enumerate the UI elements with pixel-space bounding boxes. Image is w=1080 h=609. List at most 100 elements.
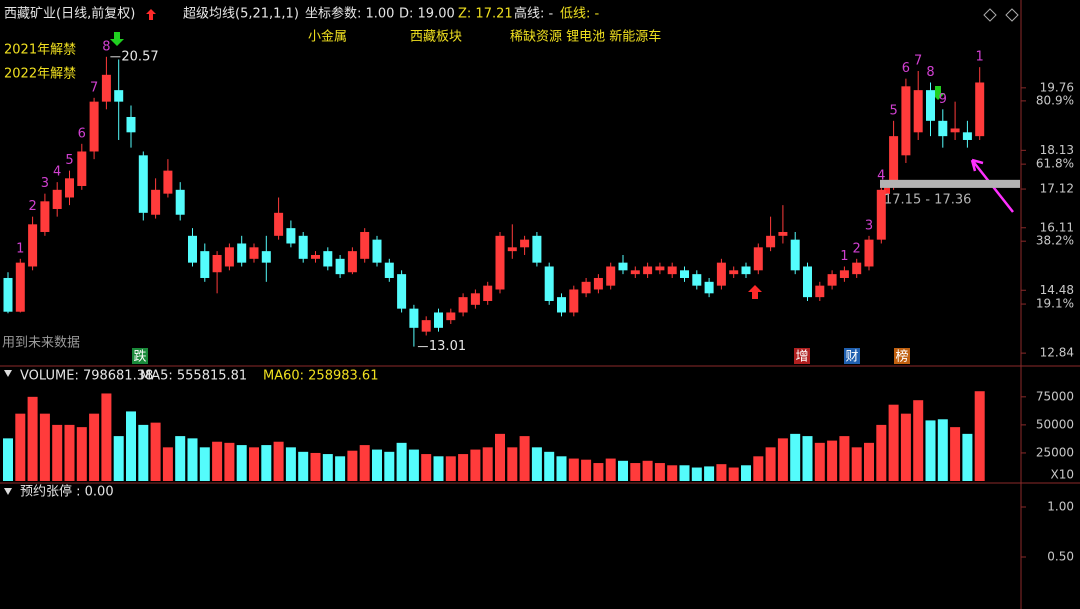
volume-bar: [236, 445, 247, 481]
candle-body: [926, 90, 935, 121]
header-item: MA5: 555815.81: [140, 369, 247, 384]
y-tick-label: 12.84: [1040, 346, 1074, 360]
volume-bar: [974, 391, 985, 481]
candle-body: [237, 243, 247, 263]
volume-bar: [642, 460, 653, 481]
candle-body: [532, 235, 542, 263]
candle-body: [3, 277, 13, 312]
candle-body: [274, 212, 284, 236]
up-icon: [146, 9, 156, 20]
count-label: 9: [939, 92, 947, 107]
candle-body: [618, 262, 628, 271]
volume-bar: [827, 440, 838, 481]
candle-body: [397, 274, 407, 309]
volume-bar: [408, 449, 419, 481]
candle-body: [667, 266, 677, 275]
pane-toggle[interactable]: [4, 370, 12, 377]
volume-bar: [888, 404, 899, 481]
volume-bar: [322, 454, 333, 481]
volume-bar: [261, 445, 272, 481]
header-item: 预约张停 : 0.00: [20, 484, 114, 500]
event-tag: 财: [845, 350, 858, 365]
volume-bar: [359, 445, 370, 481]
candle-body: [360, 231, 370, 259]
candle-body: [741, 266, 751, 275]
candle-body: [28, 224, 38, 267]
candle-body: [249, 247, 259, 259]
candle-body: [581, 281, 591, 294]
event-tag: 增: [795, 350, 808, 365]
candle-body: [163, 170, 173, 194]
volume-bar: [630, 463, 641, 481]
header-item: 高线: -: [514, 6, 554, 22]
candle-body: [815, 285, 825, 298]
candle-body: [495, 235, 505, 290]
candle-body: [40, 201, 50, 232]
window-icons[interactable]: [983, 8, 1019, 22]
candle-body: [975, 82, 985, 137]
volume-bar: [126, 411, 136, 481]
future-note: 用到未来数据: [2, 336, 80, 351]
volume-bar: [15, 413, 26, 481]
candle-body: [790, 239, 800, 271]
count-label: 4: [877, 168, 885, 183]
volume-bar: [335, 456, 346, 481]
candle-body: [803, 266, 812, 298]
candle-body: [52, 189, 62, 209]
candle-body: [889, 136, 899, 186]
candle-body: [77, 151, 87, 186]
range-band: [880, 179, 1020, 188]
header-item: 西藏矿业(日线,前复权): [4, 6, 135, 22]
volume-bar: [691, 467, 702, 481]
header-item: 低线: -: [560, 7, 600, 22]
annotation: 2021年解禁: [4, 43, 76, 58]
low-label: 13.01: [429, 339, 466, 354]
candle-body: [224, 247, 234, 267]
candle-body: [323, 251, 333, 267]
candle-body: [544, 266, 554, 301]
volume-bar: [741, 465, 751, 481]
y-tick-label: 75000: [1036, 389, 1074, 403]
candle-body: [421, 320, 431, 332]
y-tick-label: 0.50: [1047, 550, 1074, 564]
candle-body: [827, 274, 837, 286]
header-item: 坐标参数: 1.00: [305, 6, 394, 22]
count-label: 2: [28, 199, 36, 214]
volume-bar: [273, 441, 284, 481]
volume-bar: [654, 463, 665, 481]
volume-bar: [507, 447, 518, 481]
candle-body: [876, 189, 886, 240]
y-tick-label: 80.9%: [1036, 93, 1074, 107]
candle-body: [114, 90, 124, 102]
count-label: 6: [902, 61, 910, 76]
volume-bar: [187, 438, 198, 481]
event-tag-bg: [794, 348, 810, 364]
candle-body: [704, 281, 714, 294]
volume-bar: [728, 467, 739, 481]
volume-bar: [433, 456, 444, 481]
candle-body: [864, 239, 874, 267]
volume-bar: [716, 464, 727, 481]
volume-bar: [790, 433, 801, 481]
candle-body: [655, 266, 665, 271]
candle-body: [286, 228, 296, 244]
annotation: 小金属: [308, 29, 347, 45]
y-tick-label: 18.13: [1040, 143, 1074, 157]
candle-body: [212, 254, 222, 273]
header-item: VOLUME: 798681.38: [20, 369, 153, 384]
volume-bar: [27, 396, 38, 481]
pane-toggle[interactable]: [4, 488, 12, 495]
y-tick-label: 14.48: [1040, 283, 1074, 297]
volume-bar: [347, 450, 358, 481]
volume-bar: [593, 463, 604, 481]
volume-bar: [937, 419, 948, 481]
volume-bar: [470, 449, 481, 481]
count-label: 2: [853, 241, 861, 256]
y-tick-label: 25000: [1036, 445, 1074, 459]
volume-bar: [482, 447, 493, 481]
volume-bar: [224, 442, 235, 481]
volume-bar: [814, 442, 825, 481]
candle-body: [593, 277, 603, 290]
candle-body: [298, 235, 308, 259]
